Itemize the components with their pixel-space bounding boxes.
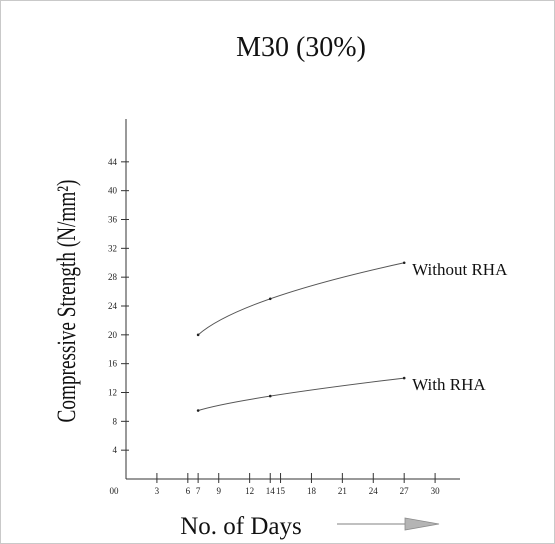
- y-tick-label: 32: [108, 243, 117, 253]
- x-tick-label: 18: [307, 486, 317, 496]
- x-tick-label: 00: [110, 486, 120, 496]
- x-tick-label: 15: [276, 486, 286, 496]
- data-point: [402, 261, 406, 265]
- data-point: [196, 409, 200, 412]
- y-tick-label: 24: [108, 301, 118, 311]
- y-tick-label: 36: [108, 215, 118, 225]
- x-axis-label: No. of Days: [180, 513, 302, 540]
- series-line: [197, 262, 405, 336]
- y-axis-label: Compressive Strength (N/mm²): [52, 180, 80, 423]
- data-point: [402, 376, 406, 380]
- x-ticks: 00 3 6 7 9 12 14 15 18 21 24 27 30: [110, 473, 441, 496]
- x-tick-label: 21: [338, 486, 347, 496]
- chart-title: M30 (30%): [236, 32, 366, 63]
- data-point: [196, 333, 200, 337]
- x-tick-label: 6: [186, 486, 191, 496]
- x-axis-arrow-head: [404, 517, 440, 531]
- x-tick-label: 14: [266, 486, 276, 496]
- y-tick-label: 20: [108, 330, 118, 340]
- y-tick-label: 12: [108, 388, 117, 398]
- series-line: [197, 377, 405, 411]
- x-tick-label: 12: [245, 486, 254, 496]
- y-tick-label: 4: [113, 445, 118, 455]
- y-tick-label: 40: [108, 186, 118, 196]
- x-axis-arrow: [337, 517, 440, 531]
- data-point: [268, 394, 272, 398]
- series-layer: Without RHA With RHA: [196, 260, 508, 412]
- y-ticks: 4 8 12 16 20 24 28 32 36 40 44: [108, 157, 129, 455]
- x-tick-label: 7: [196, 486, 201, 496]
- y-tick-label: 16: [108, 359, 118, 369]
- x-tick-label: 9: [216, 486, 221, 496]
- series-label: Without RHA: [412, 260, 508, 279]
- x-tick-label: 27: [400, 486, 410, 496]
- data-point: [268, 297, 272, 301]
- y-tick-label: 8: [113, 416, 118, 426]
- x-tick-label: 30: [431, 486, 441, 496]
- y-tick-label: 44: [108, 157, 118, 167]
- y-tick-label: 28: [108, 272, 118, 282]
- x-tick-label: 3: [155, 486, 160, 496]
- x-tick-label: 24: [369, 486, 379, 496]
- series-label: With RHA: [412, 375, 486, 394]
